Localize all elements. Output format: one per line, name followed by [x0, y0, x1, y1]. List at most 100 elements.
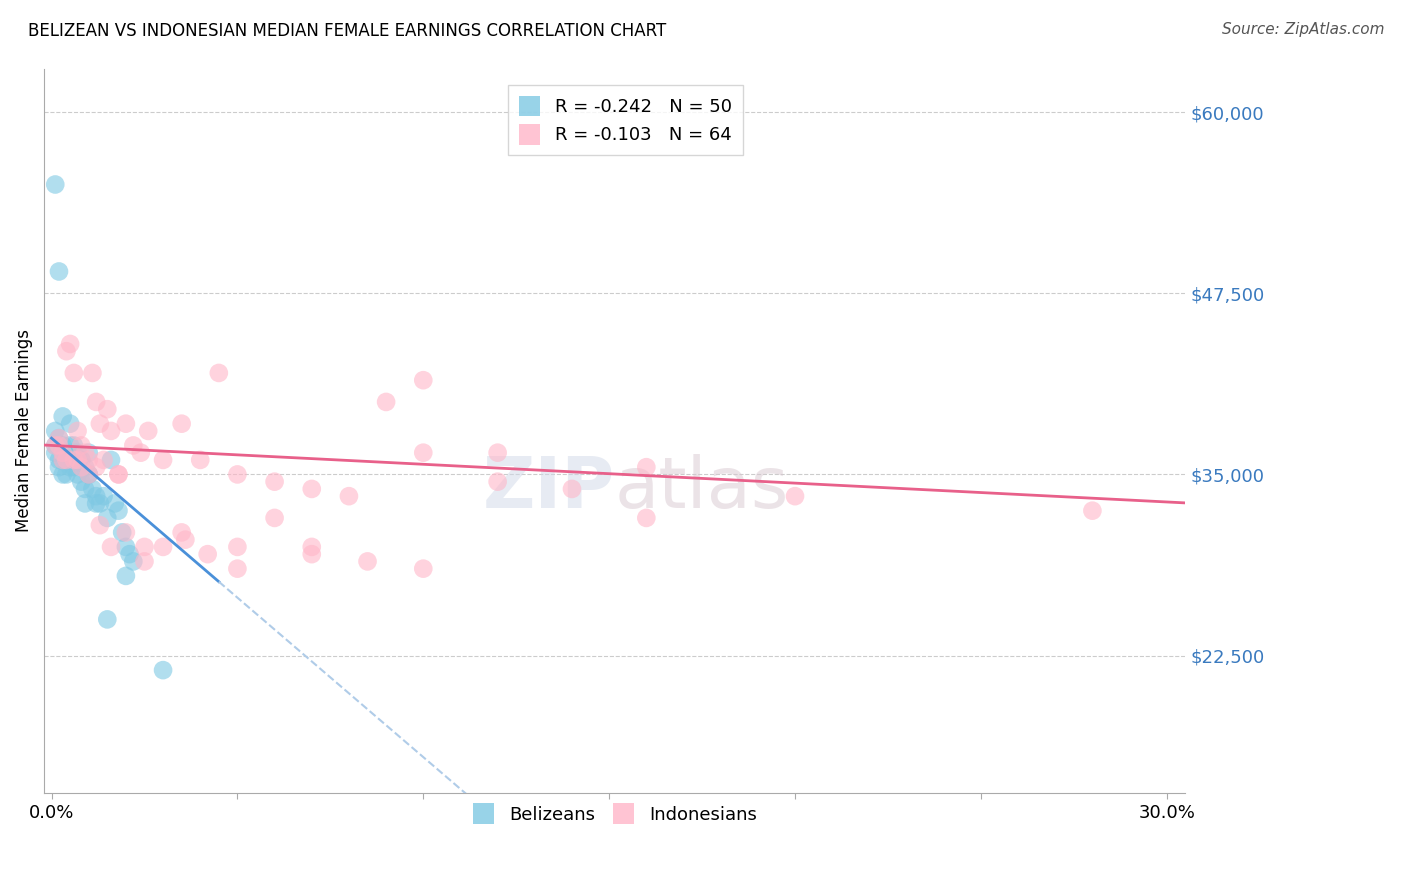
Point — [73, 445, 96, 459]
Point — [55, 467, 77, 482]
Point — [66, 453, 89, 467]
Point — [561, 482, 583, 496]
Point — [48, 438, 70, 452]
Point — [134, 540, 156, 554]
Point — [63, 453, 86, 467]
Point — [84, 460, 107, 475]
Point — [73, 482, 96, 496]
Point — [66, 424, 89, 438]
Point — [375, 395, 398, 409]
Point — [100, 453, 122, 467]
Point — [70, 453, 93, 467]
Text: atlas: atlas — [614, 454, 789, 524]
Point — [356, 554, 378, 568]
Point — [59, 453, 82, 467]
Point — [70, 475, 93, 489]
Point — [129, 445, 152, 459]
Point — [82, 482, 104, 496]
Point — [52, 467, 75, 482]
Point — [636, 460, 658, 475]
Point — [122, 438, 145, 452]
Point — [263, 511, 285, 525]
Point — [44, 424, 66, 438]
Point — [63, 366, 86, 380]
Point — [89, 496, 111, 510]
Point — [63, 460, 86, 475]
Point — [96, 511, 118, 525]
Point — [59, 460, 82, 475]
Point — [93, 489, 115, 503]
Point — [115, 525, 138, 540]
Point — [52, 445, 75, 459]
Point — [104, 496, 127, 510]
Point — [226, 467, 249, 482]
Point — [226, 540, 249, 554]
Point — [111, 525, 134, 540]
Point — [136, 424, 159, 438]
Point — [48, 460, 70, 475]
Point — [115, 417, 138, 431]
Point — [84, 395, 107, 409]
Point — [77, 453, 100, 467]
Point — [263, 475, 285, 489]
Point — [1081, 503, 1104, 517]
Point — [174, 533, 197, 547]
Point — [188, 453, 211, 467]
Point — [59, 337, 82, 351]
Point — [337, 489, 360, 503]
Point — [118, 547, 141, 561]
Point — [783, 489, 806, 503]
Point — [59, 438, 82, 452]
Point — [152, 540, 174, 554]
Point — [48, 453, 70, 467]
Point — [93, 453, 115, 467]
Point — [486, 445, 509, 459]
Point — [208, 366, 231, 380]
Point — [48, 264, 70, 278]
Y-axis label: Median Female Earnings: Median Female Earnings — [15, 329, 32, 533]
Point — [73, 496, 96, 510]
Point — [115, 540, 138, 554]
Point — [44, 438, 66, 452]
Point — [412, 445, 434, 459]
Point — [89, 417, 111, 431]
Point — [70, 438, 93, 452]
Point — [70, 460, 93, 475]
Point — [55, 344, 77, 359]
Point — [152, 453, 174, 467]
Point — [63, 438, 86, 452]
Point — [486, 475, 509, 489]
Point — [70, 453, 93, 467]
Point — [55, 445, 77, 459]
Point — [84, 489, 107, 503]
Text: BELIZEAN VS INDONESIAN MEDIAN FEMALE EARNINGS CORRELATION CHART: BELIZEAN VS INDONESIAN MEDIAN FEMALE EAR… — [28, 22, 666, 40]
Point — [48, 431, 70, 445]
Point — [226, 562, 249, 576]
Point — [77, 467, 100, 482]
Point — [122, 554, 145, 568]
Point — [96, 402, 118, 417]
Point — [55, 453, 77, 467]
Legend: Belizeans, Indonesians: Belizeans, Indonesians — [461, 792, 768, 835]
Point — [48, 431, 70, 445]
Point — [63, 445, 86, 459]
Point — [84, 496, 107, 510]
Text: Source: ZipAtlas.com: Source: ZipAtlas.com — [1222, 22, 1385, 37]
Point — [100, 540, 122, 554]
Point — [301, 540, 323, 554]
Point — [55, 453, 77, 467]
Point — [107, 503, 129, 517]
Point — [66, 467, 89, 482]
Point — [77, 445, 100, 459]
Point — [115, 569, 138, 583]
Point — [44, 445, 66, 459]
Point — [197, 547, 219, 561]
Point — [107, 467, 129, 482]
Point — [636, 511, 658, 525]
Point — [412, 562, 434, 576]
Point — [107, 467, 129, 482]
Point — [66, 453, 89, 467]
Point — [152, 663, 174, 677]
Point — [96, 612, 118, 626]
Point — [66, 445, 89, 459]
